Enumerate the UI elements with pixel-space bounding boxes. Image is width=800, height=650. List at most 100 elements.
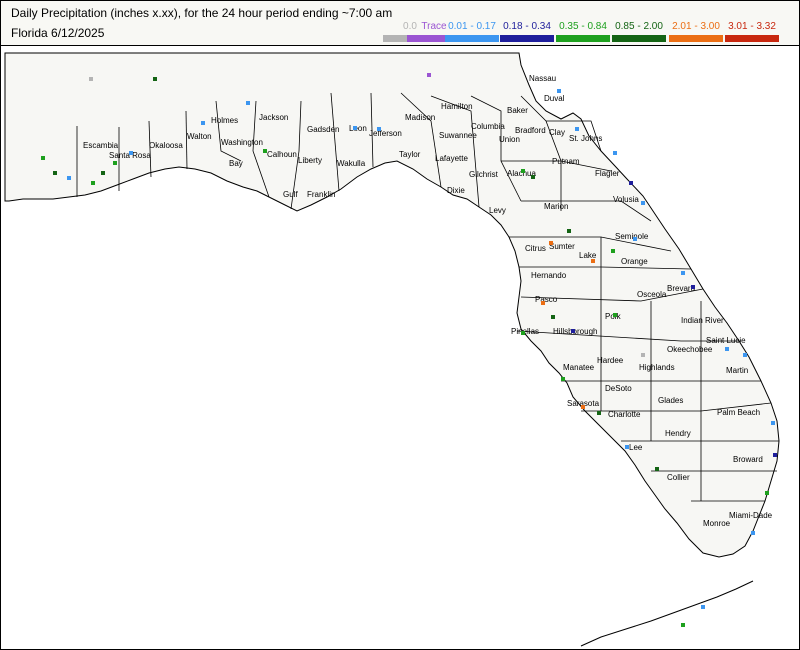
station-marker	[561, 377, 565, 381]
station-marker	[551, 315, 555, 319]
legend-label: 0.18 - 0.34	[503, 21, 551, 32]
county-label: Alachua	[507, 169, 536, 178]
station-marker	[541, 301, 545, 305]
legend-swatch	[407, 35, 461, 42]
map-title: Daily Precipitation (inches x.xx), for t…	[11, 6, 393, 20]
county-label: Okaloosa	[149, 141, 183, 150]
station-marker	[263, 149, 267, 153]
county-label: Bay	[229, 159, 243, 168]
station-marker	[641, 353, 645, 357]
county-label: Seminole	[615, 232, 649, 241]
county-label: Charlotte	[608, 410, 641, 419]
county-label: Bradford	[515, 126, 546, 135]
legend-item-001-017: 0.01 - 0.17	[445, 21, 499, 42]
county-label: Citrus	[525, 244, 546, 253]
county-label: Calhoun	[267, 150, 297, 159]
legend-swatch	[445, 35, 499, 42]
county-label: Pasco	[535, 295, 558, 304]
station-marker	[101, 171, 105, 175]
station-marker	[681, 271, 685, 275]
county-label: Gadsden	[307, 125, 339, 134]
county-label: Hillsborough	[553, 327, 597, 336]
county-label: Glades	[658, 396, 683, 405]
station-marker	[113, 161, 117, 165]
county-label: Dixie	[447, 186, 465, 195]
county-label: Sumter	[549, 242, 575, 251]
station-marker	[377, 127, 381, 131]
county-label: Pinellas	[511, 327, 539, 336]
legend: 0.0 Trace 0.01 - 0.17 0.18 - 0.34 0.35 -…	[383, 21, 793, 43]
station-marker	[625, 445, 629, 449]
county-label: Palm Beach	[717, 408, 760, 417]
county-label: Liberty	[298, 156, 322, 165]
county-label: Hernando	[531, 271, 567, 280]
legend-item-301-332: 3.01 - 3.32	[725, 21, 779, 42]
county-label: Osceola	[637, 290, 667, 299]
county-label: Walton	[187, 132, 212, 141]
station-marker	[613, 313, 617, 317]
station-marker	[567, 229, 571, 233]
florida-keys	[580, 580, 754, 647]
county-label: Monroe	[703, 519, 731, 528]
county-label: Clay	[549, 128, 565, 137]
county-label: Hamilton	[441, 102, 473, 111]
county-label: Madison	[405, 113, 435, 122]
station-marker	[571, 329, 575, 333]
county-label: Lee	[629, 443, 643, 452]
county-boundaries	[76, 92, 779, 502]
county-label: Flagler	[595, 169, 620, 178]
station-marker	[153, 77, 157, 81]
station-marker	[201, 121, 205, 125]
map-subtitle: Florida 6/12/2025	[11, 26, 105, 40]
county-label: Manatee	[563, 363, 595, 372]
county-label: St. Johns	[569, 134, 602, 143]
legend-label: 3.01 - 3.32	[728, 21, 776, 32]
county-label: Levy	[489, 206, 506, 215]
station-marker	[521, 331, 525, 335]
legend-item-trace: Trace	[407, 21, 461, 42]
legend-swatch	[725, 35, 779, 42]
county-label: Highlands	[639, 363, 675, 372]
county-label: Marion	[544, 202, 568, 211]
station-marker	[613, 151, 617, 155]
county-label: Jefferson	[369, 129, 402, 138]
station-marker	[67, 176, 71, 180]
station-marker	[765, 491, 769, 495]
station-marker	[751, 531, 755, 535]
station-marker	[611, 249, 615, 253]
station-marker	[771, 421, 775, 425]
station-marker	[531, 175, 535, 179]
station-marker	[353, 126, 357, 130]
legend-item-035-084: 0.35 - 0.84	[556, 21, 610, 42]
legend-swatch	[612, 35, 666, 42]
station-marker	[773, 453, 777, 457]
station-marker	[53, 171, 57, 175]
station-marker	[246, 101, 250, 105]
county-label: Brevard	[667, 284, 695, 293]
county-label: Baker	[507, 106, 528, 115]
legend-swatch	[500, 35, 554, 42]
county-label: Gilchrist	[469, 170, 499, 179]
county-label: Hendry	[665, 429, 691, 438]
legend-label: 0.85 - 2.00	[615, 21, 663, 32]
county-label: Duval	[544, 94, 565, 103]
county-label: Collier	[667, 473, 690, 482]
county-label: Gulf	[283, 190, 298, 199]
county-label: Escambia	[83, 141, 119, 150]
station-marker	[681, 623, 685, 627]
county-label: Miami-Dade	[729, 511, 773, 520]
station-marker	[641, 201, 645, 205]
county-label: Washington	[221, 138, 263, 147]
station-marker	[691, 285, 695, 289]
county-label: Taylor	[399, 150, 421, 159]
station-marker	[549, 241, 553, 245]
station-marker	[655, 467, 659, 471]
county-label: Jackson	[259, 113, 288, 122]
station-marker	[629, 181, 633, 185]
county-label: Orange	[621, 257, 648, 266]
county-label: Indian River	[681, 316, 724, 325]
county-label: Santa Rosa	[109, 151, 151, 160]
county-label: Wakulla	[337, 159, 366, 168]
county-label: DeSoto	[605, 384, 632, 393]
